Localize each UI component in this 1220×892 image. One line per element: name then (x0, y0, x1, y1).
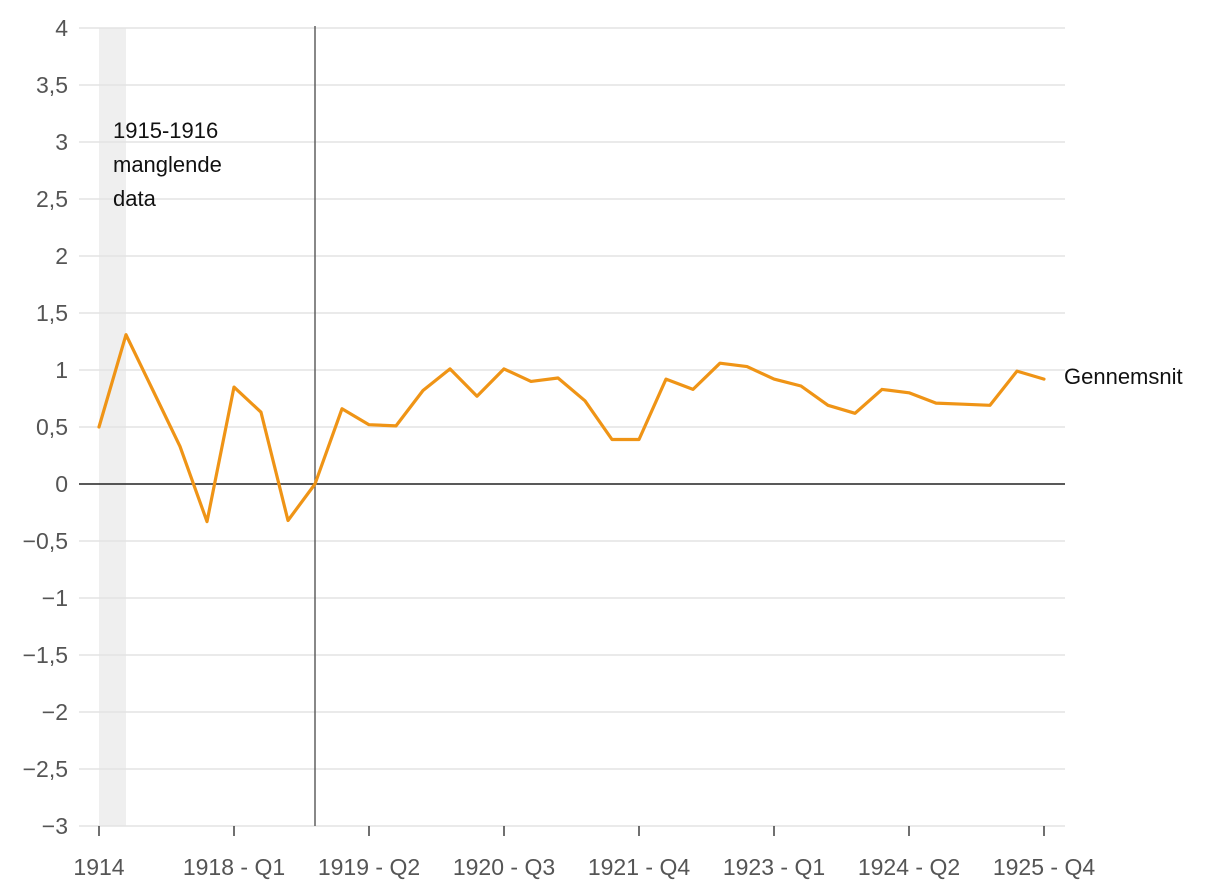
x-tick-label: 1923 - Q1 (723, 854, 825, 880)
y-tick-label: −2,5 (23, 756, 68, 782)
x-tick-label: 1919 - Q2 (318, 854, 420, 880)
y-tick-label: −3 (42, 813, 68, 839)
y-tick-label: 2,5 (36, 186, 68, 212)
series-label: Gennemsnit (1064, 364, 1183, 389)
y-tick-label: −2 (42, 699, 68, 725)
y-axis-ticks: 4 3,5 3 2,5 2 1,5 1 0,5 0 −0,5 −1 −1,5 −2 −2,5 −3 (23, 15, 69, 839)
gridlines (79, 27, 1065, 827)
series-line (97, 333, 1046, 524)
y-tick-label: 3 (55, 129, 68, 155)
x-tick-label: 1924 - Q2 (858, 854, 960, 880)
annotation-line-3: data (113, 186, 157, 211)
y-tick-label: 4 (55, 15, 68, 41)
annotation-line-1: 1915-1916 (113, 118, 218, 143)
x-tick-label: 1914 (73, 854, 124, 880)
x-tick-label: 1920 - Q3 (453, 854, 555, 880)
y-tick-label: −0,5 (23, 528, 68, 554)
y-tick-label: −1 (42, 585, 68, 611)
y-tick-label: 2 (55, 243, 68, 269)
y-tick-label: 3,5 (36, 72, 68, 98)
annotation-line-2: manglende (113, 152, 222, 177)
y-tick-label: 1,5 (36, 300, 68, 326)
x-tick-label: 1925 - Q4 (993, 854, 1095, 880)
x-tick-label: 1921 - Q4 (588, 854, 690, 880)
y-tick-label: 0 (55, 471, 68, 497)
y-tick-label: 0,5 (36, 414, 68, 440)
y-tick-label: 1 (55, 357, 68, 383)
y-tick-label: −1,5 (23, 642, 68, 668)
x-axis: 1914 1918 - Q1 1919 - Q2 1920 - Q3 1921 - Q4… (73, 826, 1095, 880)
x-tick-label: 1918 - Q1 (183, 854, 285, 880)
